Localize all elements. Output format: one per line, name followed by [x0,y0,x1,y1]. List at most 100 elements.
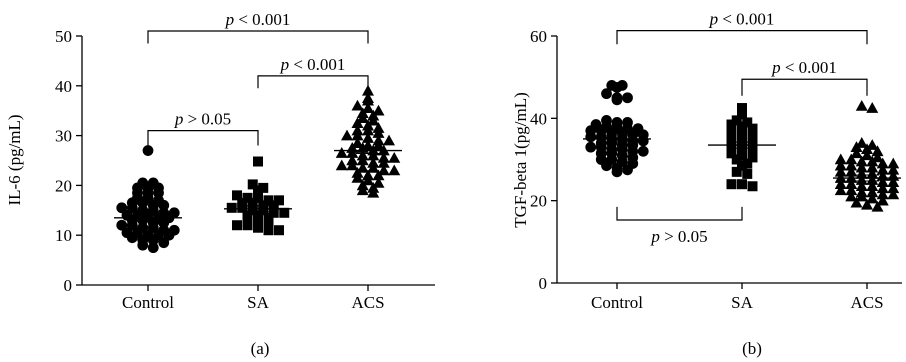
bracket-line [741,78,868,96]
p-value-label: p > 0.05 [650,227,707,246]
data-point-triangle [887,188,900,200]
data-point-triangle [876,194,889,206]
data-point-circle [585,131,597,143]
data-point-circle [611,166,623,178]
data-point-triangle [866,180,879,192]
data-point-triangle [887,176,900,187]
p-value-label: p < 0.001 [709,10,775,29]
data-point-triangle [845,178,858,189]
y-tick-label: 20 [530,192,547,211]
data-point-triangle [845,153,858,165]
data-point-triangle [876,188,889,200]
y-tick-label: 20 [55,176,72,195]
data-point-triangle [855,174,868,185]
data-point-square [747,181,758,192]
data-point-circle [611,94,623,106]
data-point-triangle [834,165,847,177]
data-point-triangle [834,184,847,196]
data-point-circle [158,217,170,229]
data-point-triangle [855,180,868,192]
data-point-triangle [871,145,884,157]
x-tick-label: ACS [850,293,883,312]
data-point-circle [637,135,649,147]
y-tick-label: 40 [530,109,547,128]
data-point-triangle [834,153,847,165]
data-point-circle [153,187,164,199]
data-point-square [737,179,747,190]
bracket-line [257,75,369,89]
data-point-triangle [346,147,359,158]
series-acs [833,99,901,212]
data-point-triangle [866,102,879,113]
data-point-circle [611,82,623,93]
significance-bracket: p < 0.001 [616,10,868,45]
data-point-triangle [356,161,369,173]
data-point-square [263,225,274,236]
significance-bracket: p < 0.001 [741,58,868,96]
data-point-triangle [876,176,889,187]
data-point-triangle [362,132,374,143]
data-point-triangle [367,186,380,198]
series-acs [334,84,402,198]
data-point-triangle [351,129,364,141]
data-point-triangle [861,149,873,161]
data-point-square [742,168,753,179]
p-value-label: p < 0.001 [225,10,291,29]
data-point-triangle [351,117,364,128]
data-point-triangle [866,155,879,167]
data-point-triangle [362,174,374,186]
x-tick-label: ACS [351,293,384,312]
series-control [583,80,651,178]
data-point-triangle [845,190,858,202]
data-point-square [253,156,263,167]
y-tick-label: 0 [539,274,548,293]
data-point-triangle [855,137,868,148]
data-point-triangle [887,157,900,169]
data-point-circle [142,145,154,156]
data-point-triangle [850,147,863,159]
data-point-triangle [362,84,374,96]
data-point-circle [637,145,649,157]
data-point-circle [585,141,597,153]
data-point-triangle [356,154,369,166]
data-point-triangle [351,171,364,183]
data-point-triangle [388,152,401,163]
data-point-circle [116,219,128,231]
significance-bracket: p > 0.05 [616,206,743,246]
y-tick-label: 30 [55,127,72,146]
y-tick-label: 60 [530,27,547,46]
data-point-triangle [367,114,380,126]
data-point-triangle [866,192,879,204]
data-point-circle [147,234,159,246]
data-point-square [274,225,284,236]
bracket-line [147,130,259,146]
significance-bracket: p < 0.001 [147,10,369,44]
data-point-circle [137,239,149,251]
data-point-triangle [845,184,858,196]
data-point-circle [126,202,138,214]
data-point-triangle [845,165,858,177]
bracket-line [616,206,743,221]
data-point-square [279,207,290,218]
panel-label: (a) [251,339,270,358]
data-point-triangle [887,163,900,175]
data-point-triangle [850,141,863,152]
data-point-triangle [861,198,873,210]
data-point-triangle [335,147,348,158]
data-point-triangle [362,102,374,114]
data-point-circle [126,232,138,244]
data-point-triangle [876,157,889,169]
data-point-triangle [876,163,889,175]
data-point-triangle [351,137,364,148]
data-point-triangle [372,104,385,116]
data-point-triangle [383,134,395,146]
data-point-circle [116,202,128,214]
data-point-triangle [372,176,385,188]
data-point-square [232,220,242,231]
bracket-line [147,30,369,44]
data-point-circle [147,222,159,234]
bracket-line [616,30,868,45]
data-point-triangle [834,159,847,171]
data-point-triangle [887,182,900,194]
